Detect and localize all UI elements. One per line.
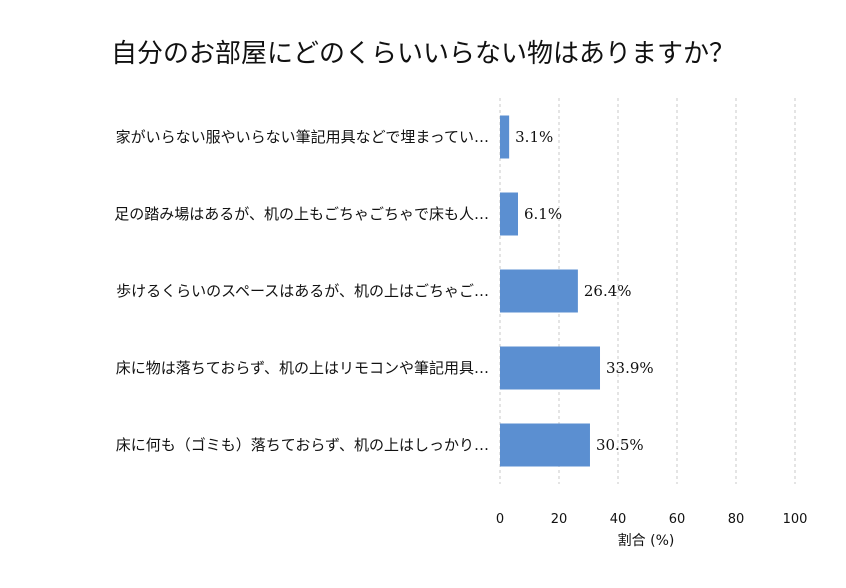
category-label-5: 床に何も（ゴミも）落ちておらず、机の上はしっかり… — [116, 436, 489, 454]
data-label-5: 30.5% — [596, 436, 644, 454]
x-tick-label-60: 60 — [669, 512, 686, 527]
data-label-2: 6.1% — [524, 205, 562, 223]
category-label-4: 床に物は落ちておらず、机の上はリモコンや筆記用具… — [116, 359, 489, 377]
data-label-3: 26.4% — [584, 282, 632, 300]
chart-title: 自分のお部屋にどのくらいいらない物はありますか？ — [111, 39, 735, 69]
data-label-1: 3.1% — [515, 128, 553, 146]
category-labels: 家がいらない服やいらない筆記用具などで埋まってい… 足の踏み場はあるが、机の上もご… — [114, 128, 489, 454]
data-label-4: 33.9% — [606, 359, 654, 377]
x-axis: 0 20 40 60 80 100 — [496, 512, 808, 527]
x-tick-label-20: 20 — [551, 512, 568, 527]
bar-3 — [500, 269, 578, 313]
bar-4 — [500, 346, 601, 390]
bar-2 — [500, 192, 518, 236]
x-tick-label-100: 100 — [783, 512, 808, 527]
bars: 3.1% 6.1% 26.4% 33.9% 30.5% — [500, 115, 654, 467]
bar-5 — [500, 423, 590, 467]
x-axis-title: 割合 (%) — [618, 532, 675, 549]
bar-1 — [500, 115, 510, 159]
category-label-2: 足の踏み場はあるが、机の上もごちゃごちゃで床も人… — [114, 205, 489, 223]
x-tick-label-80: 80 — [728, 512, 745, 527]
x-tick-label-0: 0 — [496, 512, 504, 527]
category-label-1: 家がいらない服やいらない筆記用具などで埋まってい… — [116, 128, 489, 146]
category-label-3: 歩けるくらいのスペースはあるが、机の上はごちゃご… — [116, 282, 489, 300]
x-tick-label-40: 40 — [610, 512, 627, 527]
